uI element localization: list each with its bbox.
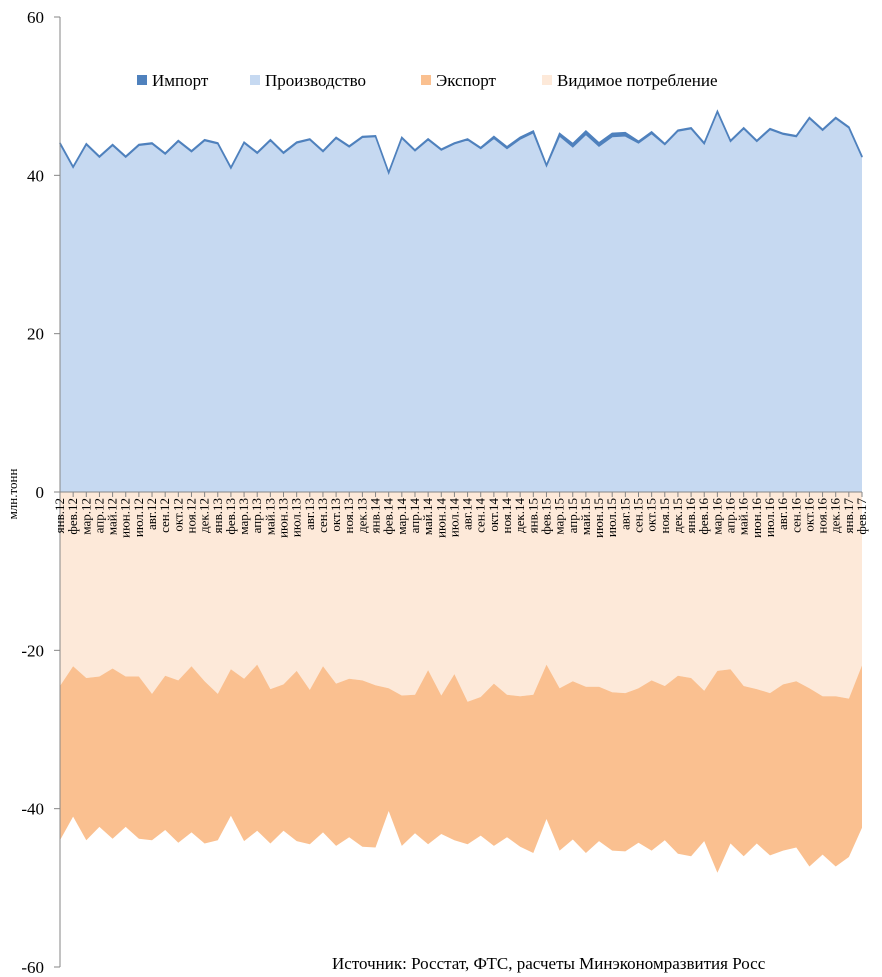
- x-tick-labels: янв.12фев.12мар.12апр.12май.12июн.12июл.…: [52, 498, 869, 538]
- x-tick-label: янв.12: [52, 498, 67, 533]
- y-tick-label: 60: [27, 8, 44, 27]
- source-note: Источник: Росстат, ФТС, расчеты Минэконо…: [332, 954, 766, 973]
- x-tick-label: апр.12: [91, 498, 106, 533]
- x-tick-label: авг.16: [775, 498, 790, 531]
- series-export-area: [60, 664, 862, 873]
- x-tick-label: сен.16: [788, 498, 803, 533]
- series-apparent-consumption-area: [60, 492, 862, 702]
- x-tick-label: авг.15: [617, 498, 632, 530]
- legend-label: Видимое потребление: [557, 71, 718, 90]
- x-tick-label: окт.14: [486, 498, 501, 532]
- y-axis-label: млн.тонн: [5, 469, 20, 520]
- x-tick-label: июн.15: [591, 498, 606, 538]
- x-tick-label: сен.13: [315, 498, 330, 533]
- x-tick-label: мар.12: [78, 498, 93, 535]
- x-tick-label: янв.13: [210, 498, 225, 533]
- x-tick-label: май.13: [262, 498, 277, 535]
- series-import-area: [59, 109, 863, 176]
- x-tick-label: мар.16: [709, 498, 724, 535]
- x-tick-label: мар.14: [394, 498, 409, 535]
- legend-label: Производство: [265, 71, 366, 90]
- x-tick-label: июл.16: [762, 498, 777, 538]
- x-tick-label: июл.14: [446, 498, 461, 538]
- x-tick-label: авг.14: [460, 498, 475, 531]
- x-tick-label: ноя.15: [657, 498, 672, 533]
- legend: Импорт Производство Экспорт Видимое потребл…: [137, 71, 718, 90]
- series-production-area: [60, 112, 862, 492]
- x-tick-label: сен.15: [630, 498, 645, 533]
- x-tick-label: май.12: [105, 498, 120, 535]
- x-tick-label: дек.16: [828, 498, 843, 533]
- x-tick-label: авг.13: [302, 498, 317, 530]
- legend-swatch: [421, 75, 431, 85]
- x-tick-label: май.14: [420, 498, 435, 536]
- y-tick-label: -20: [21, 641, 44, 660]
- x-tick-label: июл.12: [131, 498, 146, 537]
- x-tick-label: ноя.12: [183, 498, 198, 533]
- x-tick-label: окт.16: [801, 498, 816, 532]
- legend-label: Экспорт: [436, 71, 496, 90]
- y-tick-label: 20: [27, 325, 44, 344]
- x-tick-label: сен.14: [473, 498, 488, 533]
- x-tick-label: фев.15: [538, 498, 553, 535]
- x-tick-label: фев.17: [854, 498, 869, 535]
- x-tick-label: мар.15: [552, 498, 567, 535]
- legend-swatch: [250, 75, 260, 85]
- y-tick-labels: 60 40 20 0 -20 -40 -60: [21, 8, 44, 977]
- x-tick-label: фев.16: [696, 498, 711, 535]
- x-tick-label: май.16: [736, 498, 751, 536]
- y-tick-label: 40: [27, 166, 44, 185]
- x-tick-label: июн.14: [433, 498, 448, 538]
- axes-layer: [54, 16, 863, 968]
- x-tick-label: дек.13: [354, 498, 369, 533]
- x-tick-label: янв.16: [683, 498, 698, 534]
- x-tick-label: фев.14: [381, 498, 396, 535]
- x-tick-label: янв.15: [525, 498, 540, 533]
- x-tick-label: ноя.16: [815, 498, 830, 534]
- y-tick-label: 0: [36, 483, 45, 502]
- x-tick-label: июн.16: [749, 498, 764, 538]
- x-tick-label: окт.15: [644, 498, 659, 532]
- x-tick-label: июл.13: [289, 498, 304, 537]
- x-tick-label: дек.15: [670, 498, 685, 533]
- x-tick-label: окт.13: [328, 498, 343, 532]
- x-tick-label: дек.12: [197, 498, 212, 533]
- x-tick-label: июл.15: [604, 498, 619, 537]
- x-tick-label: дек.14: [512, 498, 527, 533]
- x-tick-label: июн.12: [118, 498, 133, 538]
- x-tick-label: май.15: [578, 498, 593, 535]
- x-tick-label: фев.12: [65, 498, 80, 535]
- x-tick-label: ноя.13: [341, 498, 356, 533]
- x-tick-label: фев.13: [223, 498, 238, 535]
- x-tick-label: июн.13: [276, 498, 291, 538]
- x-tick-label: сен.12: [157, 498, 172, 533]
- x-tick-label: авг.12: [144, 498, 159, 530]
- legend-swatch: [137, 75, 147, 85]
- x-tick-label: апр.14: [407, 498, 422, 534]
- legend-label: Импорт: [152, 71, 209, 90]
- area-layer: [59, 109, 863, 873]
- x-tick-label: ноя.14: [499, 498, 514, 534]
- x-tick-label: апр.13: [249, 498, 264, 533]
- x-tick-label: янв.14: [368, 498, 383, 534]
- y-tick-label: -40: [21, 800, 44, 819]
- x-tick-label: апр.16: [723, 498, 738, 534]
- legend-swatch: [542, 75, 552, 85]
- y-tick-label: -60: [21, 958, 44, 977]
- x-tick-label: мар.13: [236, 498, 251, 535]
- x-tick-label: янв.17: [841, 498, 856, 534]
- x-tick-label: апр.15: [565, 498, 580, 533]
- x-tick-label: окт.12: [170, 498, 185, 532]
